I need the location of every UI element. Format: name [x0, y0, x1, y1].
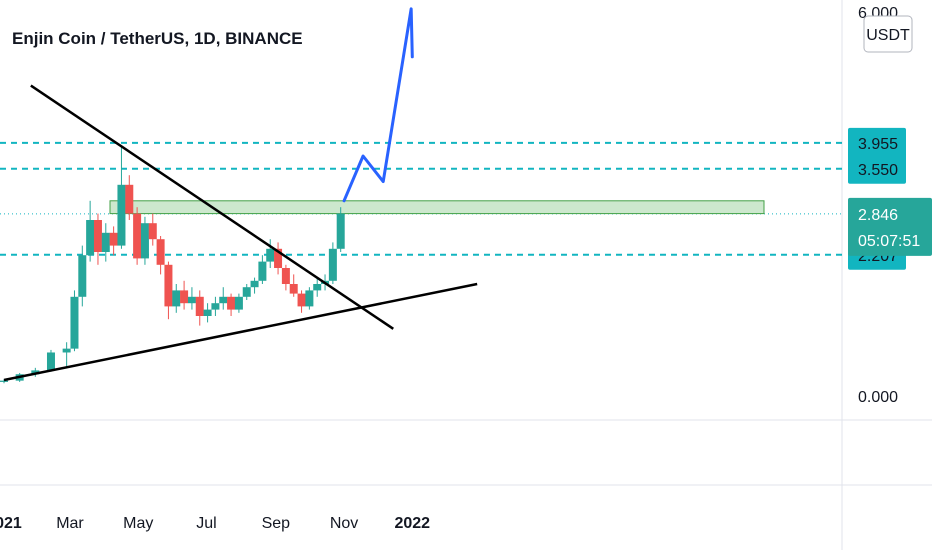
candles — [0, 146, 345, 384]
countdown-label: 05:07:51 — [858, 233, 920, 250]
candle-body — [101, 232, 110, 252]
candle-body — [125, 184, 134, 214]
currency-label: USDT — [866, 27, 910, 44]
ascending-trendline — [3, 282, 478, 382]
candle-body — [0, 380, 8, 382]
candle-body — [297, 293, 306, 307]
time-axis: 2021 Mar May Jul Sep Nov 2022 — [0, 515, 430, 532]
x-tick-label: May — [123, 515, 153, 532]
candle-body — [258, 261, 267, 281]
candle-body — [86, 220, 95, 256]
candle-body — [93, 220, 102, 252]
projection-path — [342, 7, 414, 203]
resistance-zone-layer — [109, 200, 765, 215]
price-badge — [848, 153, 906, 184]
candle-body — [31, 370, 40, 375]
chart-title: Enjin Coin / TetherUS, 1D, BINANCE — [12, 29, 303, 48]
current-price-label: 2.846 — [858, 207, 898, 224]
descending-trendline — [30, 84, 394, 330]
candle-body — [227, 296, 236, 310]
y-tick-label: 0.000 — [858, 389, 898, 406]
resistance-zone — [109, 200, 765, 215]
currency-badge[interactable]: USDT — [863, 15, 913, 53]
candle-body — [70, 296, 79, 349]
price-badge-label: 3.550 — [858, 162, 898, 179]
candle-body — [117, 184, 126, 246]
candle-body — [274, 248, 283, 268]
candle-body — [234, 296, 243, 310]
candle-body — [62, 348, 71, 353]
x-tick-label: Jul — [196, 515, 216, 532]
candle-body — [266, 248, 275, 262]
candle-body — [187, 296, 196, 304]
candle-body — [78, 255, 87, 297]
candle-body — [109, 232, 118, 246]
candle-body — [281, 268, 290, 284]
x-tick-label: 2021 — [0, 515, 22, 532]
candle-body — [180, 290, 189, 304]
x-tick-label: Sep — [262, 515, 291, 532]
candle-body — [336, 213, 345, 249]
price-badge-label: 3.955 — [858, 136, 898, 153]
candle-body — [148, 223, 157, 240]
candle-body — [195, 296, 204, 316]
x-tick-label: 2022 — [394, 515, 430, 532]
candle-body — [313, 284, 322, 291]
candle-body — [203, 309, 212, 316]
x-tick-label: Mar — [56, 515, 84, 532]
trendlines — [3, 7, 478, 382]
candle-body — [328, 248, 337, 281]
candle-body — [242, 287, 251, 297]
candle-body — [164, 264, 173, 307]
candle-body — [133, 213, 142, 259]
x-tick-label: Nov — [330, 515, 358, 532]
current-price-badge — [848, 197, 932, 256]
candle-body — [46, 352, 55, 371]
candle-body — [156, 239, 165, 265]
price-badge — [848, 127, 906, 158]
candle-body — [289, 284, 298, 294]
candle-body — [211, 303, 220, 310]
candle-body — [250, 280, 259, 288]
candle-body — [172, 290, 181, 307]
candle-body — [305, 290, 314, 307]
candle-body — [140, 223, 149, 259]
candle-body — [219, 296, 228, 304]
